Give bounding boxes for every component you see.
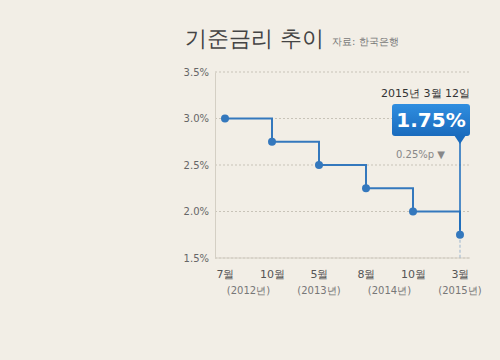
y-tick-label: 1.5%	[184, 253, 209, 264]
x-tick-label: 10월	[260, 268, 285, 281]
x-axis: 7월 10월 5월 8월 10월 3월	[215, 258, 470, 281]
x-axis-line	[215, 258, 470, 259]
callout-date: 2015년 3월 12일	[381, 87, 470, 100]
y-tick-label: 2.5%	[184, 160, 209, 171]
callout-pointer-line	[459, 142, 461, 230]
x-tick-label: 5월	[311, 268, 329, 281]
rate-point	[456, 231, 464, 239]
x-tick-label: 7월	[217, 268, 235, 281]
rate-point	[362, 184, 370, 192]
source: 자료: 한국은행	[332, 36, 399, 47]
x-tick: 7월	[217, 258, 235, 281]
x-group-label: (2013년)	[297, 285, 340, 296]
y-tick: 2.5%	[184, 160, 215, 171]
callout-change-bg	[394, 148, 447, 161]
chart: 기준금리 추이 자료: 한국은행 1.5% 2.0% 2.5% 3.0% 3.5% 7월 10월…	[0, 0, 500, 360]
y-axis: 1.5% 2.0% 2.5% 3.0% 3.5%	[184, 67, 216, 264]
x-group-label: (2014년)	[368, 285, 411, 296]
y-tick: 3.5%	[184, 67, 215, 78]
y-tick: 2.0%	[184, 206, 215, 217]
y-tick-label: 3.0%	[184, 113, 209, 124]
x-tick-label: 10월	[401, 268, 426, 281]
x-group-label: (2012년)	[227, 285, 270, 296]
grid-line	[215, 72, 470, 73]
x-group-label: (2015년)	[438, 285, 481, 296]
y-tick: 3.0%	[184, 113, 215, 124]
grid-line	[215, 258, 470, 259]
title: 기준금리 추이	[185, 26, 324, 51]
background	[0, 0, 500, 360]
grid	[215, 72, 470, 258]
y-tick-label: 3.5%	[184, 67, 209, 78]
rate-point	[268, 138, 276, 146]
x-tick: 3월	[452, 258, 470, 281]
y-tick: 1.5%	[184, 253, 215, 264]
rate-point	[315, 161, 323, 169]
callout-arrow	[454, 135, 466, 144]
x-tick-label: 8월	[358, 268, 376, 281]
x-tick: 10월	[401, 258, 426, 281]
x-tick: 10월	[260, 258, 285, 281]
x-tick: 8월	[358, 258, 376, 281]
rate-point	[221, 115, 229, 123]
rate-point	[409, 208, 417, 216]
y-tick-label: 2.0%	[184, 206, 209, 217]
callout-value: 1.75%	[396, 108, 465, 132]
callout-box	[392, 104, 470, 136]
x-tick-label: 3월	[452, 268, 470, 281]
x-tick: 5월	[311, 258, 329, 281]
y-axis-line	[215, 73, 216, 259]
callout-change: 0.25%p ▼	[396, 149, 445, 160]
